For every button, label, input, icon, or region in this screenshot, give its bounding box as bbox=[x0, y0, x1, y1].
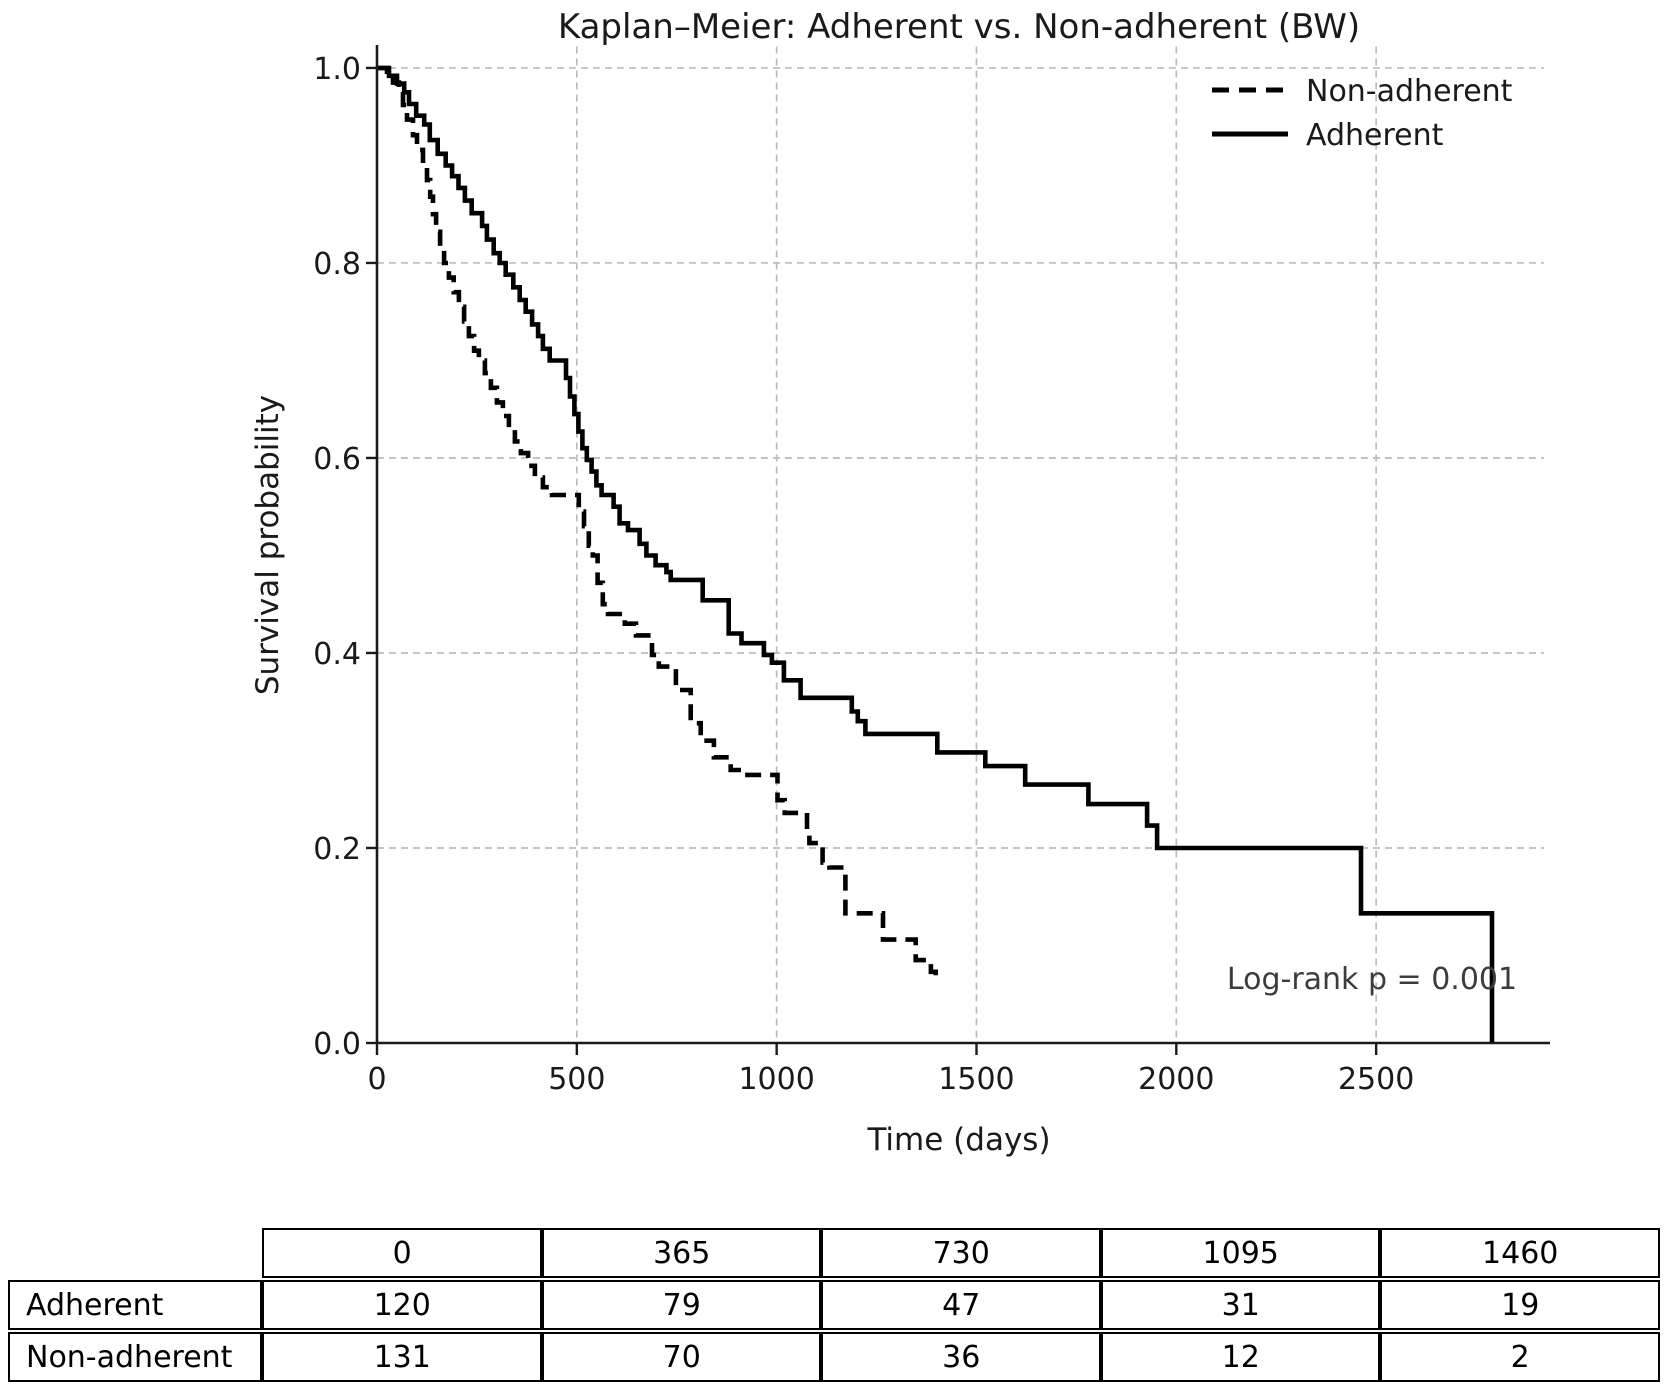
risk-cell: 47 bbox=[821, 1280, 1101, 1330]
logrank-annotation: Log-rank p = 0.001 bbox=[1227, 962, 1517, 997]
legend-label-non-adherent: Non-adherent bbox=[1306, 74, 1513, 109]
risk-table-row-adherent: Adherent 120 79 47 31 19 bbox=[8, 1280, 1660, 1330]
risk-cell: 79 bbox=[541, 1280, 822, 1330]
km-chart: 0 500 1000 1500 2000 2500 0.0 0.2 0.4 0.6 0.8 1.0 K… bbox=[250, 7, 1550, 1158]
legend: Non-adherent Adherent bbox=[1212, 74, 1513, 153]
risk-cell: 19 bbox=[1380, 1280, 1660, 1330]
risk-table-header-row: 0 365 730 1095 1460 bbox=[8, 1228, 1660, 1278]
risk-table-header-cell: 1460 bbox=[1380, 1228, 1660, 1278]
legend-label-adherent: Adherent bbox=[1306, 118, 1444, 153]
km-curve-adherent bbox=[377, 65, 1495, 1043]
chart-title: Kaplan–Meier: Adherent vs. Non-adherent … bbox=[558, 7, 1360, 47]
km-curve-non-adherent bbox=[377, 65, 938, 977]
risk-row-label: Adherent bbox=[8, 1280, 263, 1330]
x-tick-label: 500 bbox=[548, 1062, 605, 1097]
risk-cell: 131 bbox=[262, 1332, 542, 1382]
risk-row-label: Non-adherent bbox=[8, 1332, 263, 1382]
y-tick-label: 0.4 bbox=[313, 637, 361, 672]
risk-cell: 36 bbox=[821, 1332, 1101, 1382]
risk-table-header-cell: 0 bbox=[262, 1228, 542, 1278]
y-tick-label: 0.2 bbox=[313, 832, 361, 867]
grid-lines bbox=[377, 46, 1544, 1043]
y-axis-label: Survival probability bbox=[250, 395, 286, 695]
x-tick-label: 1000 bbox=[738, 1062, 814, 1097]
y-tick-label: 0.6 bbox=[313, 442, 361, 477]
axis-tick-labels: 0 500 1000 1500 2000 2500 0.0 0.2 0.4 0.6 0.8 1.0 bbox=[313, 52, 1414, 1097]
risk-cell: 12 bbox=[1100, 1332, 1381, 1382]
axis-ticks bbox=[366, 66, 1378, 1055]
x-tick-label: 2000 bbox=[1138, 1062, 1214, 1097]
risk-table: 0 365 730 1095 1460 Adherent 120 79 47 3… bbox=[8, 1226, 1660, 1384]
risk-table-header-cell: 1095 bbox=[1100, 1228, 1381, 1278]
y-tick-label: 0.0 bbox=[313, 1027, 361, 1062]
survival-curves bbox=[377, 65, 1495, 1043]
x-axis-label: Time (days) bbox=[866, 1122, 1050, 1158]
risk-cell: 70 bbox=[541, 1332, 822, 1382]
x-tick-label: 0 bbox=[367, 1062, 386, 1097]
risk-cell: 2 bbox=[1380, 1332, 1660, 1382]
risk-cell: 31 bbox=[1100, 1280, 1381, 1330]
risk-table-header-cell: 365 bbox=[541, 1228, 822, 1278]
x-tick-label: 2500 bbox=[1338, 1062, 1414, 1097]
x-tick-label: 1500 bbox=[938, 1062, 1014, 1097]
y-tick-label: 0.8 bbox=[313, 247, 361, 282]
risk-table-row-non-adherent: Non-adherent 131 70 36 12 2 bbox=[8, 1332, 1660, 1382]
risk-cell: 120 bbox=[262, 1280, 542, 1330]
risk-table-corner-cell bbox=[8, 1228, 262, 1278]
risk-table-header-cell: 730 bbox=[821, 1228, 1101, 1278]
y-tick-label: 1.0 bbox=[313, 52, 361, 87]
